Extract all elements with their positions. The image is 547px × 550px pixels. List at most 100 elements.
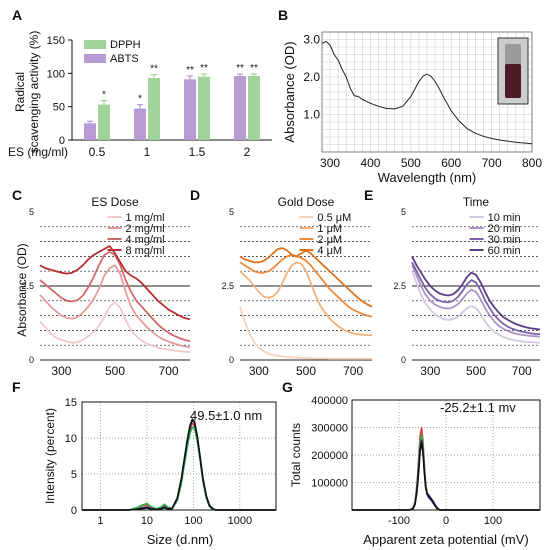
panel-label-g: G: [282, 379, 293, 395]
d-legend-label: 1 μM: [317, 223, 342, 235]
g-x-tick-label: 100: [484, 515, 502, 527]
d-legend-label: 2 μM: [317, 234, 342, 246]
b-x-tick-label: 500: [401, 156, 421, 170]
e-series-line: [411, 270, 541, 344]
a-y-label: scavenging activity (%): [27, 31, 41, 154]
b-y-tick-label: 1.0: [303, 108, 320, 122]
panel-label-f: F: [12, 379, 21, 395]
a-bar-abts: [234, 76, 246, 140]
b-spectrum-line: [321, 40, 533, 145]
a-x-tick-label: 2: [244, 145, 251, 159]
f-x-tick-label: 100: [184, 515, 202, 527]
c-title: ES Dose: [91, 195, 139, 209]
e-x-tick-label: 500: [466, 364, 486, 378]
a-x-tick-label: 1.5: [189, 145, 206, 159]
a-sig-mark: **: [250, 63, 258, 74]
d-series-line: [239, 261, 373, 337]
e-title: Time: [463, 195, 490, 209]
a-bar-abts: [84, 123, 96, 140]
a-y-label: Radical: [13, 72, 27, 112]
g-x-label: Apparent zeta potential (mV): [363, 532, 528, 547]
b-y-label: Absorbance (OD): [282, 41, 297, 142]
c-y-tick-label: 2.5: [21, 281, 34, 291]
g-series-line: [352, 441, 540, 511]
e-legend-label: 10 min: [488, 212, 521, 224]
c-x-tick-label: 300: [51, 364, 71, 378]
a-legend-swatch-abts: [84, 54, 106, 63]
e-y-tick-label: 2.5: [393, 281, 406, 291]
b-x-tick-label: 800: [522, 156, 542, 170]
d-series-line: [239, 247, 373, 308]
d-legend-label: 0.5 μM: [317, 212, 351, 224]
e-legend-label: 20 min: [488, 223, 521, 235]
a-legend-label: DPPH: [110, 39, 141, 51]
a-sig-mark: **: [150, 64, 158, 75]
a-x-tick-label: 1: [144, 145, 151, 159]
c-legend-label: 1 mg/ml: [126, 212, 165, 224]
b-x-tick-label: 600: [441, 156, 461, 170]
d-title: Gold Dose: [278, 195, 335, 209]
a-sig-mark: **: [200, 63, 208, 74]
a-y-tick-label: 100: [47, 68, 65, 80]
e-legend-label: 30 min: [488, 234, 521, 246]
b-plot-frame: [321, 31, 533, 153]
f-y-tick-label: 10: [65, 433, 77, 445]
b-inset-solution: [505, 64, 521, 98]
f-y-tick-label: 15: [65, 397, 77, 409]
f-y-tick-label: 5: [71, 469, 77, 481]
g-y-tick-label: 200000: [311, 450, 348, 462]
a-sig-mark: *: [102, 90, 106, 101]
d-x-tick-label: 700: [343, 364, 363, 378]
d-y-tick-label: 2.5: [221, 281, 234, 291]
a-x-tick-label: 0.5: [89, 145, 106, 159]
c-legend-label: 2 mg/ml: [126, 223, 165, 235]
e-x-tick-label: 300: [420, 364, 440, 378]
b-x-label: Wavelength (nm): [378, 170, 477, 185]
e-x-tick-label: 700: [512, 364, 532, 378]
e-y-tick-label: 0: [401, 355, 406, 365]
a-bar-abts: [184, 79, 196, 140]
a-legend-swatch-dpph: [84, 40, 106, 49]
b-y-tick-label: 2.0: [303, 70, 320, 84]
panel-label-d: D: [190, 187, 200, 203]
g-y-tick-label: 100000: [311, 478, 348, 490]
a-bar-dpph: [98, 104, 110, 140]
c-legend-label: 8 mg/ml: [126, 245, 165, 257]
a-y-tick-label: 50: [53, 102, 65, 114]
g-annotation: -25.2±1.1 mv: [440, 400, 516, 415]
e-legend-label: 60 min: [488, 245, 521, 257]
f-y-label: Intensity (percent): [43, 408, 57, 504]
e-series-line: [411, 261, 541, 336]
a-legend-label: ABTS: [110, 53, 139, 65]
a-bar-abts: [134, 108, 146, 140]
c-series-line: [39, 264, 191, 349]
a-bar-dpph: [248, 76, 260, 140]
d-x-tick-label: 300: [249, 364, 269, 378]
b-x-tick-label: 300: [320, 156, 340, 170]
g-y-tick-label: 300000: [311, 423, 348, 435]
c-series-line: [39, 301, 191, 353]
c-x-tick-label: 500: [105, 364, 125, 378]
f-x-label: Size (d.nm): [147, 532, 213, 547]
e-series-line: [411, 264, 541, 338]
b-y-tick-label: 3.0: [303, 33, 320, 47]
g-y-label: Total counts: [289, 423, 303, 487]
a-sig-mark: **: [186, 65, 194, 76]
f-series-line: [82, 426, 276, 511]
a-sig-mark: *: [138, 94, 142, 105]
f-x-tick-label: 10: [141, 515, 153, 527]
f-series-line: [82, 422, 276, 511]
b-x-tick-label: 700: [482, 156, 502, 170]
c-series-line: [39, 245, 191, 321]
f-series-line: [82, 418, 276, 511]
c-legend-label: 4 mg/ml: [126, 234, 165, 246]
g-x-tick-label: -100: [388, 515, 410, 527]
e-y-tick-label: 5: [401, 207, 406, 217]
f-plot-frame: [81, 401, 277, 511]
b-x-tick-label: 400: [360, 156, 380, 170]
c-y-label: Absorbance (OD): [15, 243, 29, 336]
f-x-tick-label: 1000: [228, 515, 252, 527]
a-y-tick-label: 150: [47, 35, 65, 47]
f-y-tick-label: 0: [71, 505, 77, 517]
